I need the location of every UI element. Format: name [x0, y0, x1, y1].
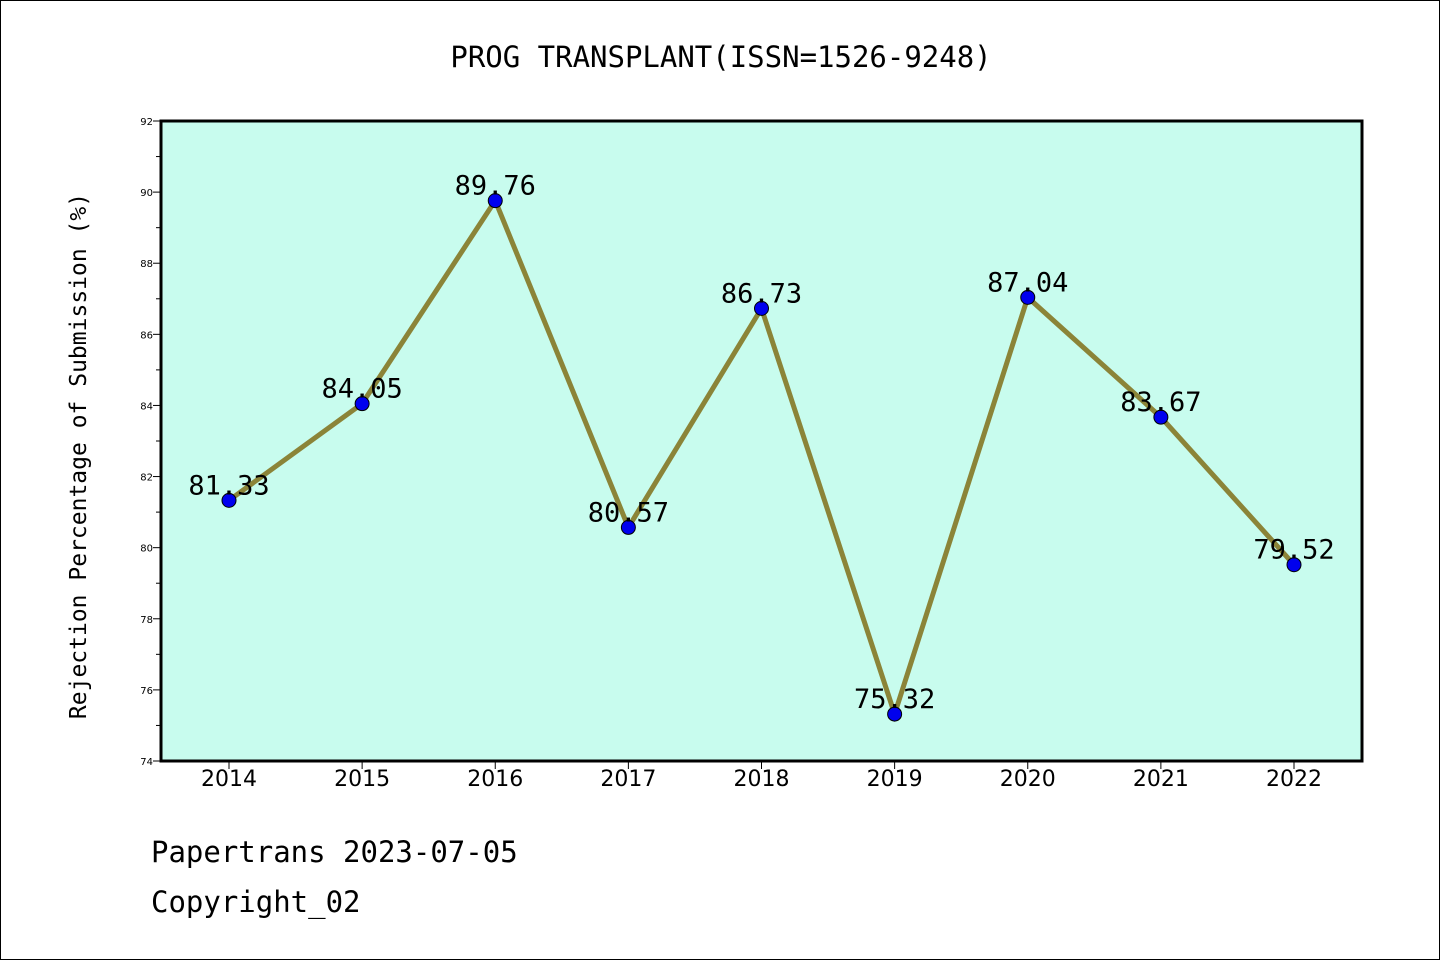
data-label: 79.52 — [1253, 535, 1334, 566]
x-tick-label: 2018 — [734, 767, 790, 792]
data-label: 81.33 — [188, 470, 269, 501]
y-tick-label: 86 — [140, 330, 153, 341]
y-axis-label: Rejection Percentage of Submission (%) — [66, 193, 92, 719]
data-label: 80.57 — [588, 497, 669, 528]
data-label: 87.04 — [987, 267, 1068, 298]
data-point — [1020, 289, 1036, 305]
x-tick-label: 2016 — [467, 767, 523, 792]
data-points — [221, 193, 1302, 722]
x-tick-label: 2017 — [600, 767, 656, 792]
x-tick-label: 2021 — [1133, 767, 1189, 792]
data-labels: 81.33 84.05 89.76 80.57 86.73 75.32 87.04 83.67… — [188, 171, 1334, 715]
plot-area — [159, 119, 1364, 763]
x-axis: 2014 2015 2016 2017 2018 2019 2020 2021 2022 — [201, 761, 1322, 792]
data-point — [354, 396, 370, 412]
y-tick-label: 88 — [140, 259, 153, 270]
data-label: 75.32 — [854, 684, 935, 715]
footer-date: Papertrans 2023-07-05 — [151, 835, 518, 869]
x-tick-label: 2015 — [334, 767, 390, 792]
y-tick-label: 90 — [140, 188, 153, 199]
x-tick-label: 2022 — [1266, 767, 1322, 792]
x-tick-label: 2019 — [867, 767, 923, 792]
y-tick-label: 82 — [140, 473, 153, 484]
y-tick-label: 84 — [140, 401, 153, 412]
data-point — [1153, 409, 1169, 425]
y-tick-label: 80 — [140, 544, 153, 555]
data-point — [754, 300, 769, 316]
footer-copyright: Copyright_02 — [151, 885, 361, 919]
y-tick-label: 74 — [140, 757, 153, 768]
y-tick-label: 78 — [140, 615, 153, 626]
x-tick-label: 2020 — [1000, 767, 1056, 792]
data-point — [221, 492, 237, 508]
x-tick-label: 2014 — [201, 767, 257, 792]
data-label: 86.73 — [721, 278, 802, 309]
data-point — [620, 519, 636, 535]
y-tick-label: 76 — [140, 686, 153, 697]
data-point — [487, 193, 503, 209]
data-point — [887, 706, 903, 722]
y-axis: 74 76 78 80 82 84 86 88 90 92 — [140, 117, 161, 768]
chart-title: PROG TRANSPLANT(ISSN=1526-9248) — [450, 40, 991, 74]
data-label: 89.76 — [455, 171, 536, 202]
data-label: 84.05 — [321, 374, 402, 405]
y-tick-label: 92 — [140, 117, 153, 128]
data-label: 83.67 — [1120, 387, 1201, 418]
data-point — [1286, 557, 1302, 573]
